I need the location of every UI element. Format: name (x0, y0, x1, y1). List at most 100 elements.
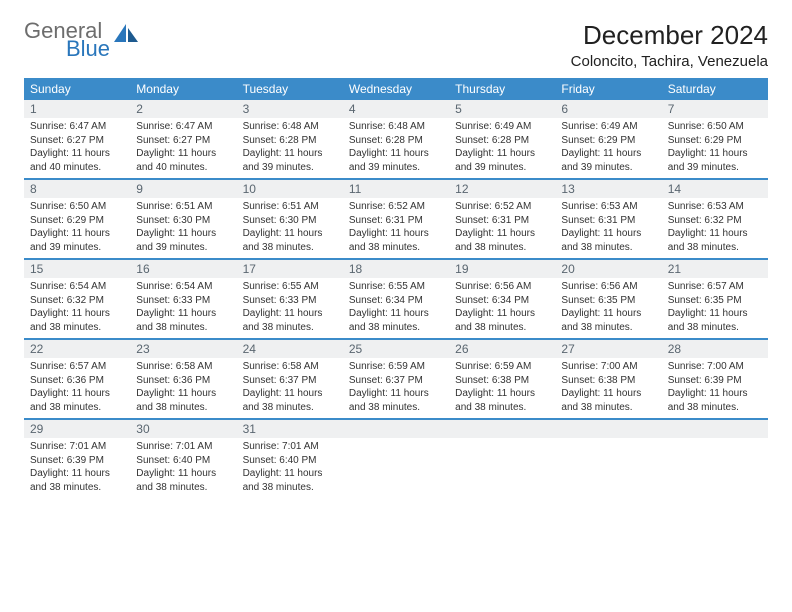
sunrise-text: Sunrise: 6:50 AM (30, 200, 124, 214)
day-info: Sunrise: 6:54 AMSunset: 6:32 PMDaylight:… (24, 278, 130, 334)
daylight-text: Daylight: 11 hours and 38 minutes. (561, 387, 655, 414)
day-number: 25 (343, 340, 449, 358)
sunrise-text: Sunrise: 6:52 AM (349, 200, 443, 214)
daylight-text: Daylight: 11 hours and 38 minutes. (243, 227, 337, 254)
daylight-text: Daylight: 11 hours and 38 minutes. (136, 467, 230, 494)
sunset-text: Sunset: 6:35 PM (668, 294, 762, 308)
day-cell: 29Sunrise: 7:01 AMSunset: 6:39 PMDayligh… (24, 420, 130, 498)
day-info: Sunrise: 7:00 AMSunset: 6:38 PMDaylight:… (555, 358, 661, 414)
sunset-text: Sunset: 6:31 PM (455, 214, 549, 228)
week-row: 15Sunrise: 6:54 AMSunset: 6:32 PMDayligh… (24, 260, 768, 340)
sunrise-text: Sunrise: 7:01 AM (136, 440, 230, 454)
day-cell: 13Sunrise: 6:53 AMSunset: 6:31 PMDayligh… (555, 180, 661, 258)
day-info: Sunrise: 6:56 AMSunset: 6:35 PMDaylight:… (555, 278, 661, 334)
week-row: 1Sunrise: 6:47 AMSunset: 6:27 PMDaylight… (24, 100, 768, 180)
daylight-text: Daylight: 11 hours and 40 minutes. (30, 147, 124, 174)
day-number: 5 (449, 100, 555, 118)
day-cell: 7Sunrise: 6:50 AMSunset: 6:29 PMDaylight… (662, 100, 768, 178)
day-info: Sunrise: 6:50 AMSunset: 6:29 PMDaylight:… (24, 198, 130, 254)
daylight-text: Daylight: 11 hours and 38 minutes. (455, 387, 549, 414)
day-cell: 3Sunrise: 6:48 AMSunset: 6:28 PMDaylight… (237, 100, 343, 178)
day-number: 9 (130, 180, 236, 198)
sunrise-text: Sunrise: 6:51 AM (136, 200, 230, 214)
day-cell: 22Sunrise: 6:57 AMSunset: 6:36 PMDayligh… (24, 340, 130, 418)
sunset-text: Sunset: 6:34 PM (349, 294, 443, 308)
daylight-text: Daylight: 11 hours and 39 minutes. (136, 227, 230, 254)
week-row: 22Sunrise: 6:57 AMSunset: 6:36 PMDayligh… (24, 340, 768, 420)
daylight-text: Daylight: 11 hours and 38 minutes. (455, 307, 549, 334)
day-cell: 1Sunrise: 6:47 AMSunset: 6:27 PMDaylight… (24, 100, 130, 178)
day-number: 14 (662, 180, 768, 198)
sunset-text: Sunset: 6:33 PM (243, 294, 337, 308)
location: Coloncito, Tachira, Venezuela (571, 53, 768, 70)
day-number: 29 (24, 420, 130, 438)
day-number: 28 (662, 340, 768, 358)
daylight-text: Daylight: 11 hours and 39 minutes. (668, 147, 762, 174)
sunset-text: Sunset: 6:32 PM (668, 214, 762, 228)
day-info: Sunrise: 6:53 AMSunset: 6:31 PMDaylight:… (555, 198, 661, 254)
day-number: 22 (24, 340, 130, 358)
day-info: Sunrise: 6:50 AMSunset: 6:29 PMDaylight:… (662, 118, 768, 174)
day-number (449, 420, 555, 438)
day-cell: 18Sunrise: 6:55 AMSunset: 6:34 PMDayligh… (343, 260, 449, 338)
day-cell: 8Sunrise: 6:50 AMSunset: 6:29 PMDaylight… (24, 180, 130, 258)
day-number: 13 (555, 180, 661, 198)
days-of-week-row: SundayMondayTuesdayWednesdayThursdayFrid… (24, 78, 768, 100)
day-cell: 4Sunrise: 6:48 AMSunset: 6:28 PMDaylight… (343, 100, 449, 178)
dow-cell: Tuesday (237, 78, 343, 100)
sunset-text: Sunset: 6:37 PM (349, 374, 443, 388)
day-number: 8 (24, 180, 130, 198)
dow-cell: Thursday (449, 78, 555, 100)
day-number: 18 (343, 260, 449, 278)
weeks-container: 1Sunrise: 6:47 AMSunset: 6:27 PMDaylight… (24, 100, 768, 498)
daylight-text: Daylight: 11 hours and 39 minutes. (243, 147, 337, 174)
sunset-text: Sunset: 6:40 PM (243, 454, 337, 468)
day-number: 4 (343, 100, 449, 118)
day-number: 11 (343, 180, 449, 198)
day-cell: 17Sunrise: 6:55 AMSunset: 6:33 PMDayligh… (237, 260, 343, 338)
day-info: Sunrise: 6:55 AMSunset: 6:33 PMDaylight:… (237, 278, 343, 334)
daylight-text: Daylight: 11 hours and 38 minutes. (349, 387, 443, 414)
daylight-text: Daylight: 11 hours and 38 minutes. (30, 467, 124, 494)
daylight-text: Daylight: 11 hours and 38 minutes. (349, 227, 443, 254)
dow-cell: Friday (555, 78, 661, 100)
day-cell: 31Sunrise: 7:01 AMSunset: 6:40 PMDayligh… (237, 420, 343, 498)
day-cell (662, 420, 768, 498)
day-cell: 16Sunrise: 6:54 AMSunset: 6:33 PMDayligh… (130, 260, 236, 338)
sunset-text: Sunset: 6:36 PM (30, 374, 124, 388)
sunrise-text: Sunrise: 6:59 AM (455, 360, 549, 374)
sunset-text: Sunset: 6:30 PM (243, 214, 337, 228)
sunrise-text: Sunrise: 6:57 AM (30, 360, 124, 374)
day-number: 2 (130, 100, 236, 118)
sunset-text: Sunset: 6:28 PM (243, 134, 337, 148)
sunset-text: Sunset: 6:34 PM (455, 294, 549, 308)
day-cell: 27Sunrise: 7:00 AMSunset: 6:38 PMDayligh… (555, 340, 661, 418)
day-cell: 26Sunrise: 6:59 AMSunset: 6:38 PMDayligh… (449, 340, 555, 418)
daylight-text: Daylight: 11 hours and 39 minutes. (30, 227, 124, 254)
dow-cell: Saturday (662, 78, 768, 100)
sunset-text: Sunset: 6:31 PM (561, 214, 655, 228)
daylight-text: Daylight: 11 hours and 38 minutes. (668, 307, 762, 334)
sunrise-text: Sunrise: 6:56 AM (455, 280, 549, 294)
sunset-text: Sunset: 6:35 PM (561, 294, 655, 308)
week-row: 29Sunrise: 7:01 AMSunset: 6:39 PMDayligh… (24, 420, 768, 498)
dow-cell: Wednesday (343, 78, 449, 100)
day-number: 6 (555, 100, 661, 118)
month-title: December 2024 (571, 20, 768, 51)
daylight-text: Daylight: 11 hours and 38 minutes. (243, 307, 337, 334)
daylight-text: Daylight: 11 hours and 38 minutes. (243, 467, 337, 494)
day-cell: 30Sunrise: 7:01 AMSunset: 6:40 PMDayligh… (130, 420, 236, 498)
daylight-text: Daylight: 11 hours and 38 minutes. (455, 227, 549, 254)
sunrise-text: Sunrise: 6:53 AM (668, 200, 762, 214)
daylight-text: Daylight: 11 hours and 39 minutes. (455, 147, 549, 174)
day-number: 21 (662, 260, 768, 278)
day-cell: 24Sunrise: 6:58 AMSunset: 6:37 PMDayligh… (237, 340, 343, 418)
day-number (343, 420, 449, 438)
sunset-text: Sunset: 6:36 PM (136, 374, 230, 388)
day-number: 26 (449, 340, 555, 358)
day-number: 30 (130, 420, 236, 438)
sunset-text: Sunset: 6:27 PM (30, 134, 124, 148)
day-number: 7 (662, 100, 768, 118)
day-cell: 9Sunrise: 6:51 AMSunset: 6:30 PMDaylight… (130, 180, 236, 258)
sunset-text: Sunset: 6:28 PM (455, 134, 549, 148)
